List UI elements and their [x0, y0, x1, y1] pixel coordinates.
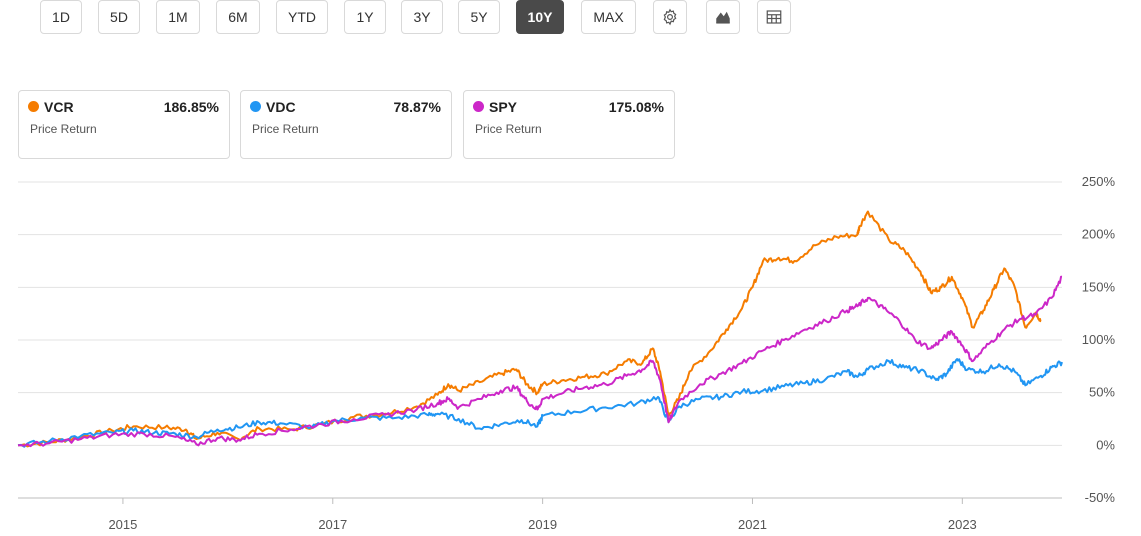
range-ytd-button[interactable]: YTD — [276, 0, 328, 34]
x-tick-label: 2023 — [948, 517, 977, 532]
return-value: 78.87% — [393, 99, 441, 115]
range-10y-button[interactable]: 10Y — [516, 0, 564, 34]
y-tick-label: 100% — [1082, 332, 1116, 347]
ticker-label: VDC — [266, 99, 296, 115]
series-lines — [17, 210, 1063, 448]
ticker-label: VCR — [44, 99, 74, 115]
table-icon — [766, 10, 782, 24]
x-tick-label: 2015 — [108, 517, 137, 532]
legend-card-vdc[interactable]: VDC 78.87% Price Return — [240, 90, 452, 159]
area-chart-icon — [716, 11, 730, 24]
range-1d-button[interactable]: 1D — [40, 0, 82, 34]
table-view-button[interactable] — [757, 0, 791, 34]
series-line-vcr — [17, 210, 1042, 448]
range-1y-button[interactable]: 1Y — [344, 0, 386, 34]
y-axis-labels: 250% 200% 150% 100% 50% 0% -50% — [1082, 174, 1116, 505]
y-tick-label: 250% — [1082, 174, 1116, 189]
range-1m-button[interactable]: 1M — [156, 0, 200, 34]
x-tick-label: 2021 — [738, 517, 767, 532]
y-tick-label: 150% — [1082, 279, 1116, 294]
series-line-spy — [17, 275, 1063, 448]
return-type-label: Price Return — [30, 122, 97, 136]
return-type-label: Price Return — [475, 122, 542, 136]
range-6m-button[interactable]: 6M — [216, 0, 260, 34]
y-tick-label: 50% — [1089, 385, 1115, 400]
return-value: 186.85% — [163, 99, 219, 115]
y-tick-label: 0% — [1096, 437, 1115, 452]
range-3y-button[interactable]: 3Y — [401, 0, 443, 34]
chart-type-button[interactable] — [706, 0, 740, 34]
toolbar: 1D 5D 1M 6M YTD 1Y 3Y 5Y 10Y MAX — [0, 0, 1141, 40]
grid-lines — [18, 181, 1062, 499]
return-type-label: Price Return — [252, 122, 319, 136]
series-line-vdc — [17, 358, 1063, 448]
y-tick-label: -50% — [1085, 490, 1116, 505]
legend-card-spy[interactable]: SPY 175.08% Price Return — [463, 90, 675, 159]
x-tick-label: 2019 — [528, 517, 557, 532]
x-axis: 2015 2017 2019 2021 2023 — [108, 498, 977, 532]
legend-card-vcr[interactable]: VCR 186.85% Price Return — [18, 90, 230, 159]
ticker-label: SPY — [489, 99, 518, 115]
y-tick-label: 200% — [1082, 227, 1116, 242]
series-color-dot — [473, 101, 484, 112]
series-color-dot — [28, 101, 39, 112]
range-5y-button[interactable]: 5Y — [458, 0, 500, 34]
settings-button[interactable] — [653, 0, 687, 34]
x-tick-label: 2017 — [318, 517, 347, 532]
return-value: 175.08% — [608, 99, 664, 115]
range-max-button[interactable]: MAX — [581, 0, 636, 34]
range-5d-button[interactable]: 5D — [98, 0, 140, 34]
gear-icon — [663, 8, 677, 26]
series-color-dot — [250, 101, 261, 112]
